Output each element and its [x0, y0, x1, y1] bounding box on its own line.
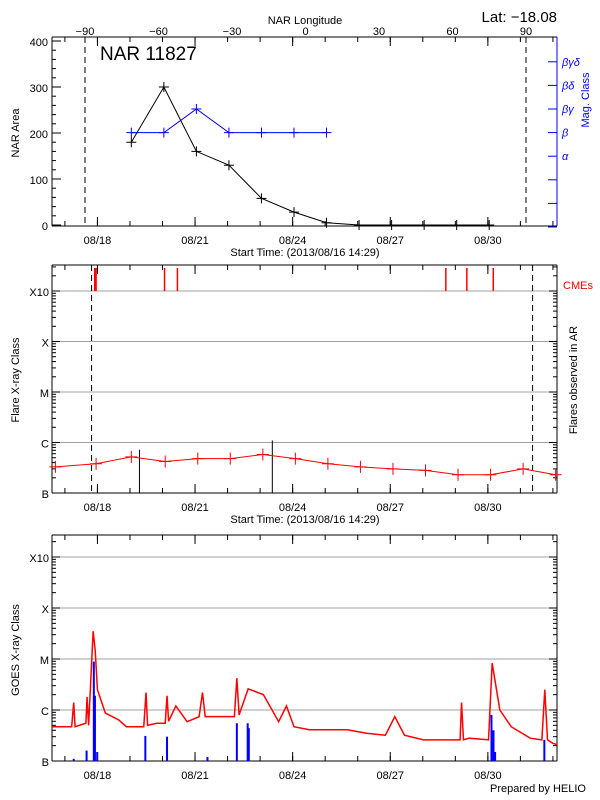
- y-tick-label: C: [41, 706, 49, 718]
- top-axis-title: NAR Longitude: [268, 15, 343, 27]
- x-tick-label: 08/27: [376, 502, 404, 514]
- area-point: [484, 220, 495, 230]
- y2-tick-label: β: [561, 128, 569, 140]
- y2-tick-label: βγ: [561, 104, 575, 116]
- background-point: [125, 450, 138, 463]
- y-tick-label: 400: [30, 37, 48, 49]
- x-tick-label: 08/24: [279, 235, 307, 247]
- background-point: [256, 448, 269, 461]
- background-point: [549, 468, 562, 481]
- background-point: [321, 457, 334, 470]
- background-point: [191, 452, 204, 465]
- x-tick-label: 08/30: [474, 502, 502, 514]
- y-tick-label: B: [42, 757, 49, 769]
- background-point: [354, 460, 367, 473]
- area-point: [386, 220, 397, 230]
- background-point: [49, 460, 62, 473]
- y-axis-title: GOES X-ray Class: [10, 604, 22, 696]
- cme-label: CMEs: [563, 280, 593, 292]
- background-point: [517, 462, 530, 475]
- y-tick-label: 300: [30, 83, 48, 95]
- mag-class-point: [321, 127, 332, 138]
- top-tick-label: 90: [520, 26, 532, 38]
- x-tick-label: 08/21: [181, 770, 209, 782]
- y2-tick-label: α: [562, 151, 569, 163]
- area-point: [451, 220, 462, 230]
- y-tick-label: B: [42, 489, 49, 501]
- y-tick-label: 100: [30, 175, 48, 187]
- area-point: [223, 160, 234, 171]
- mag-class-point: [256, 127, 267, 138]
- goes-panel: GOES X-ray Class Prepared by HELIO B C M X X…: [10, 534, 586, 795]
- x-tick-label: 08/21: [181, 235, 209, 247]
- x-tick-label: 08/24: [279, 502, 307, 514]
- latitude-label: Lat: −18.08: [482, 9, 557, 26]
- y-tick-label: 200: [30, 129, 48, 141]
- area-point: [158, 82, 169, 92]
- y-tick-label: C: [41, 439, 49, 451]
- top-tick-label: 0: [302, 26, 308, 38]
- x-axis-title: Start Time: (2013/08/16 14:29): [230, 247, 379, 259]
- y2-axis-title: Mag. Class: [580, 72, 592, 128]
- top-tick-label: −90: [76, 26, 95, 38]
- top-tick-label: −30: [223, 26, 242, 38]
- y-axis-title: NAR Area: [10, 108, 22, 158]
- y-axis-title: Flare X-ray Class: [10, 337, 22, 422]
- background-point: [90, 457, 103, 470]
- footer-credit: Prepared by HELIO: [490, 783, 586, 795]
- top-tick-label: −60: [149, 26, 168, 38]
- x-tick-label: 08/30: [474, 770, 502, 782]
- mag-class-point: [158, 127, 169, 138]
- background-point: [159, 455, 172, 468]
- background-line: [55, 453, 556, 476]
- x-tick-label: 08/18: [84, 235, 112, 247]
- mag-class-point: [223, 127, 234, 138]
- x-tick-label: 08/18: [84, 502, 112, 514]
- top-tick-label: 60: [446, 26, 458, 38]
- background-point: [386, 462, 399, 475]
- x-tick-label: 08/24: [279, 770, 307, 782]
- area-point: [126, 137, 137, 148]
- top-tick-label: 30: [373, 26, 385, 38]
- y-tick-label: 0: [42, 221, 48, 233]
- y2-tick-label: βδ: [561, 80, 575, 92]
- x-tick-label: 08/21: [181, 502, 209, 514]
- background-point: [484, 468, 497, 481]
- x-tick-label: 08/27: [376, 770, 404, 782]
- goes-flux-line: [52, 631, 558, 746]
- background-point: [289, 452, 302, 465]
- x-tick-label: 08/30: [474, 235, 502, 247]
- area-point: [289, 207, 300, 218]
- area-point: [321, 217, 332, 228]
- x-tick-label: 08/27: [376, 235, 404, 247]
- y-tick-label: M: [40, 655, 49, 667]
- y-tick-label: X: [42, 604, 50, 616]
- panel-title: NAR 11827: [100, 44, 197, 65]
- x-tick-label: 08/18: [84, 770, 112, 782]
- background-point: [419, 464, 432, 477]
- area-line: [130, 85, 490, 226]
- nar-area-panel: NAR Longitude NAR 11827 NAR Area Mag. Cl…: [10, 15, 592, 259]
- area-point: [256, 193, 267, 204]
- y-tick-label: X10: [29, 287, 49, 299]
- background-point: [224, 452, 237, 465]
- x-axis-title: Start Time: (2013/08/16 14:29): [230, 514, 379, 526]
- y-tick-label: M: [40, 388, 49, 400]
- area-point: [354, 220, 365, 230]
- mag-class-point: [191, 104, 202, 114]
- background-point: [452, 468, 465, 481]
- y2-axis-title: Flares observed in AR: [568, 326, 580, 434]
- mag-class-point: [289, 127, 300, 138]
- y-tick-label: X: [42, 338, 50, 350]
- area-point: [191, 146, 202, 157]
- area-point: [419, 220, 430, 230]
- flare-panel: Flare X-ray Class Flares observed in AR …: [10, 264, 593, 526]
- mag-class-point: [126, 127, 137, 138]
- y2-tick-label: βγδ: [561, 57, 581, 69]
- y-tick-label: X10: [29, 553, 49, 565]
